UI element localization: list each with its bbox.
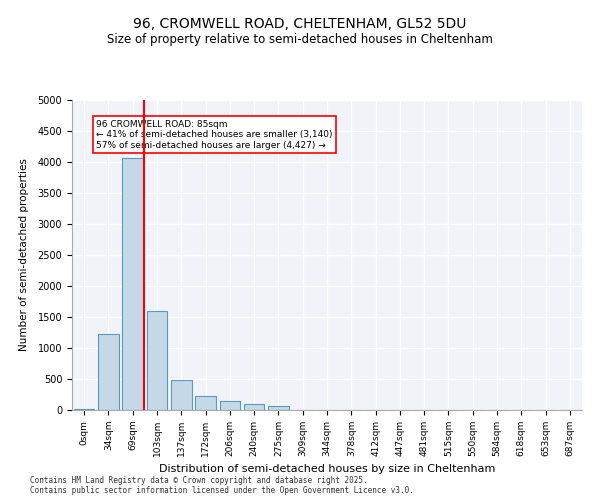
- Bar: [171, 380, 191, 410]
- Bar: [195, 396, 216, 410]
- Text: Contains HM Land Registry data © Crown copyright and database right 2025.
Contai: Contains HM Land Registry data © Crown c…: [30, 476, 414, 495]
- Bar: [74, 409, 94, 410]
- Text: 96, CROMWELL ROAD, CHELTENHAM, GL52 5DU: 96, CROMWELL ROAD, CHELTENHAM, GL52 5DU: [133, 18, 467, 32]
- Bar: [146, 311, 167, 410]
- Text: 96 CROMWELL ROAD: 85sqm
← 41% of semi-detached houses are smaller (3,140)
57% of: 96 CROMWELL ROAD: 85sqm ← 41% of semi-de…: [96, 120, 333, 150]
- Bar: [122, 158, 143, 410]
- Bar: [268, 406, 289, 410]
- Bar: [98, 334, 119, 410]
- Bar: [220, 400, 240, 410]
- Y-axis label: Number of semi-detached properties: Number of semi-detached properties: [19, 158, 29, 352]
- X-axis label: Distribution of semi-detached houses by size in Cheltenham: Distribution of semi-detached houses by …: [159, 464, 495, 474]
- Bar: [244, 404, 265, 410]
- Text: Size of property relative to semi-detached houses in Cheltenham: Size of property relative to semi-detach…: [107, 32, 493, 46]
